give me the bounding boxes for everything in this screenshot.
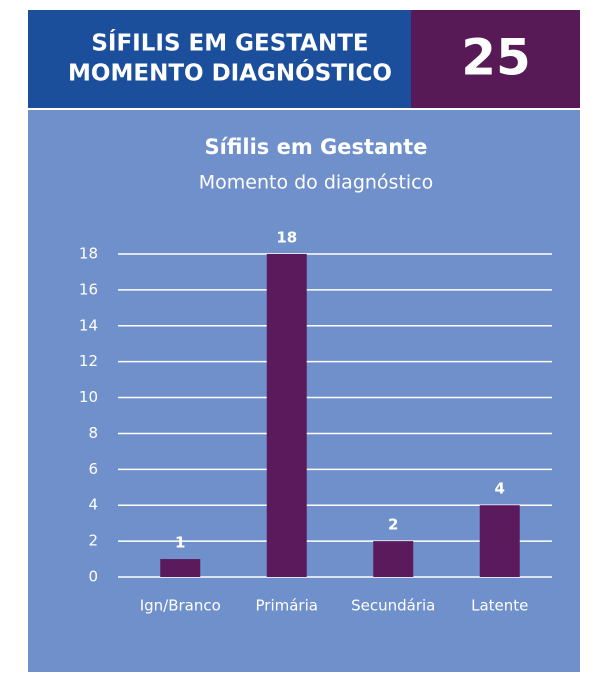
value-label: 1 (175, 534, 185, 552)
value-label: 18 (276, 229, 297, 247)
bar (266, 254, 307, 577)
x-tick-label: Latente (471, 597, 528, 615)
y-tick-label: 2 (88, 532, 98, 550)
header-title: SÍFILIS EM GESTANTE (91, 29, 368, 57)
bar (373, 541, 414, 577)
x-tick-label: Secundária (351, 597, 435, 615)
y-tick-label: 18 (79, 245, 98, 263)
y-tick-label: 10 (79, 388, 98, 406)
y-tick-label: 8 (88, 424, 98, 442)
bar (160, 559, 201, 577)
header-title: MOMENTO DIAGNÓSTICO (68, 59, 392, 87)
y-tick-label: 14 (79, 316, 98, 334)
bar (479, 505, 520, 577)
y-tick-label: 16 (79, 280, 98, 298)
y-tick-label: 6 (88, 460, 98, 478)
x-tick-label: Primária (256, 597, 318, 615)
header-left (28, 10, 411, 108)
header-number: 25 (461, 29, 531, 87)
y-tick-label: 0 (88, 568, 98, 586)
header-right (411, 10, 580, 108)
y-tick-label: 4 (88, 496, 98, 514)
x-tick-label: Ign/Branco (140, 597, 221, 615)
chart-subtitle: Momento do diagnóstico (199, 172, 434, 194)
value-label: 2 (388, 516, 398, 534)
chart-title: Sífilis em Gestante (205, 135, 428, 159)
y-tick-label: 12 (79, 352, 98, 370)
value-label: 4 (495, 480, 505, 498)
